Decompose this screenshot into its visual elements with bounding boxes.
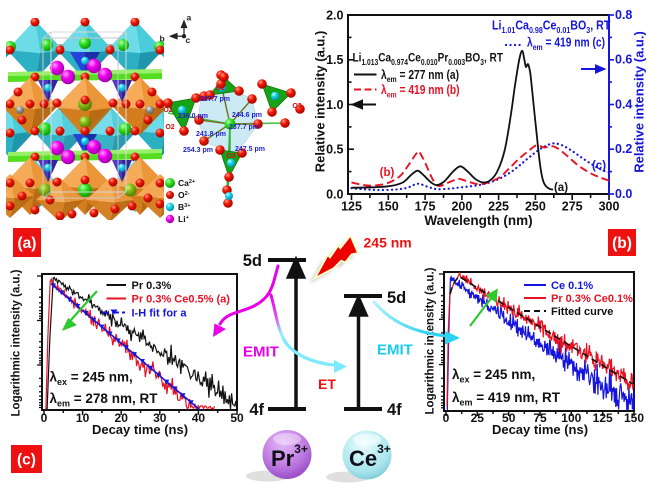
svg-text:237.7 pm: 237.7 pm — [200, 96, 230, 103]
svg-text:(b): (b) — [612, 235, 632, 252]
svg-text:c: c — [186, 35, 191, 45]
svg-text:O3: O3 — [226, 153, 235, 160]
svg-text:1.0: 1.0 — [326, 98, 343, 112]
svg-text:10: 10 — [76, 411, 90, 425]
svg-text:247.5 pm: 247.5 pm — [235, 146, 265, 153]
svg-text:Pr 0.3% Ce0.1%: Pr 0.3% Ce0.1% — [551, 293, 633, 305]
svg-text:254.3 pm: 254.3 pm — [183, 147, 213, 154]
svg-text:ET: ET — [318, 376, 336, 392]
svg-text:300: 300 — [599, 200, 620, 214]
svg-text:Relative intensity (a.u.): Relative intensity (a.u.) — [632, 31, 647, 173]
svg-text:O2: O2 — [165, 124, 174, 131]
svg-text:λex = 245 nm,: λex = 245 nm, — [50, 370, 133, 388]
svg-text:245 nm: 245 nm — [364, 235, 412, 251]
svg-text:(a): (a) — [554, 182, 568, 194]
svg-text:Logarithmic intensity (a.u.): Logarithmic intensity (a.u.) — [11, 269, 23, 416]
svg-text:Wavelength (nm): Wavelength (nm) — [424, 213, 532, 228]
svg-text:75: 75 — [533, 411, 547, 425]
svg-text:λem = 419 nm (c): λem = 419 nm (c) — [527, 37, 605, 52]
svg-text:a: a — [187, 13, 192, 23]
svg-text:150: 150 — [624, 411, 644, 425]
svg-text:40: 40 — [192, 411, 206, 425]
svg-text:(b): (b) — [380, 167, 395, 179]
svg-text:O1: O1 — [215, 85, 224, 92]
svg-text:Li+: Li+ — [178, 214, 189, 224]
svg-text:Ce 0.1%: Ce 0.1% — [551, 280, 593, 292]
svg-text:50: 50 — [230, 411, 244, 425]
svg-text:Decay time (ns): Decay time (ns) — [92, 422, 188, 437]
svg-text:125: 125 — [593, 411, 613, 425]
svg-text:(c): (c) — [17, 452, 36, 469]
svg-text:b: b — [160, 34, 165, 44]
svg-text:200: 200 — [451, 200, 472, 214]
svg-text:λem = 419 nm (b): λem = 419 nm (b) — [381, 84, 460, 99]
svg-text:150: 150 — [378, 200, 399, 214]
svg-text:Pr 0.3% Ce0.5% (a): Pr 0.3% Ce0.5% (a) — [132, 294, 231, 306]
svg-text:0.5: 0.5 — [326, 143, 343, 157]
svg-text:0.2: 0.2 — [615, 142, 632, 156]
svg-text:175: 175 — [415, 200, 436, 214]
svg-text:(c): (c) — [592, 160, 606, 172]
svg-text:241.8 pm: 241.8 pm — [196, 131, 226, 138]
svg-text:5d: 5d — [243, 252, 262, 270]
svg-text:B3+: B3+ — [178, 202, 190, 212]
svg-text:Decay time (ns): Decay time (ns) — [492, 422, 588, 437]
svg-text:0.0: 0.0 — [615, 187, 632, 201]
svg-text:4f: 4f — [249, 401, 264, 419]
svg-text:5d: 5d — [387, 289, 406, 307]
svg-text:0: 0 — [443, 411, 450, 425]
svg-text:275: 275 — [562, 200, 583, 214]
svg-text:237.7 pm: 237.7 pm — [229, 124, 259, 131]
svg-text:λem = 277 nm (a): λem = 277 nm (a) — [381, 69, 459, 84]
svg-text:0.4: 0.4 — [615, 97, 632, 111]
svg-text:Logarithmic intensity (a.u.): Logarithmic intensity (a.u.) — [425, 267, 437, 414]
svg-text:λem = 278 nm, RT: λem = 278 nm, RT — [50, 391, 159, 409]
svg-text:O3: O3 — [292, 103, 301, 110]
svg-text:λex = 245 nm,: λex = 245 nm, — [452, 367, 535, 385]
svg-text:1.5: 1.5 — [326, 53, 343, 67]
svg-text:Fitted curve: Fitted curve — [551, 306, 613, 318]
svg-text:244.6 pm: 244.6 pm — [232, 112, 262, 119]
svg-text:250: 250 — [525, 200, 546, 214]
svg-text:O2-: O2- — [178, 190, 190, 200]
svg-text:225: 225 — [488, 200, 509, 214]
svg-text:0.6: 0.6 — [615, 53, 632, 67]
svg-text:30: 30 — [153, 411, 167, 425]
svg-text:2.0: 2.0 — [326, 8, 343, 22]
svg-text:100: 100 — [561, 411, 581, 425]
svg-text:(a): (a) — [18, 235, 37, 252]
svg-text:O2: O2 — [163, 107, 172, 114]
svg-text:Ca2+: Ca2+ — [178, 178, 195, 188]
svg-text:Li1.01Ca0.98Ce0.01BO3, RT: Li1.01Ca0.98Ce0.01BO3, RT — [492, 17, 611, 35]
svg-text:20: 20 — [115, 411, 129, 425]
svg-text:Pr 0.3%: Pr 0.3% — [132, 280, 172, 292]
svg-text:EMIT: EMIT — [377, 342, 413, 359]
svg-text:0.0: 0.0 — [326, 187, 343, 201]
svg-text:Relative intensity (a.u.): Relative intensity (a.u.) — [313, 31, 328, 173]
svg-text:EMIT: EMIT — [243, 344, 279, 361]
svg-text:25: 25 — [471, 411, 485, 425]
svg-text:λem = 419 nm, RT: λem = 419 nm, RT — [452, 390, 561, 408]
svg-text:125: 125 — [341, 200, 362, 214]
svg-text:236.0 pm: 236.0 pm — [178, 113, 208, 120]
svg-text:I-H fit for a: I-H fit for a — [132, 308, 188, 320]
svg-text:4f: 4f — [387, 401, 402, 419]
svg-text:50: 50 — [502, 411, 516, 425]
svg-text:0: 0 — [41, 411, 48, 425]
svg-text:0.8: 0.8 — [615, 8, 632, 22]
svg-text:Li1.013Ca0.974Ce0.010Pr0.003BO: Li1.013Ca0.974Ce0.010Pr0.003BO3, RT — [353, 52, 504, 67]
